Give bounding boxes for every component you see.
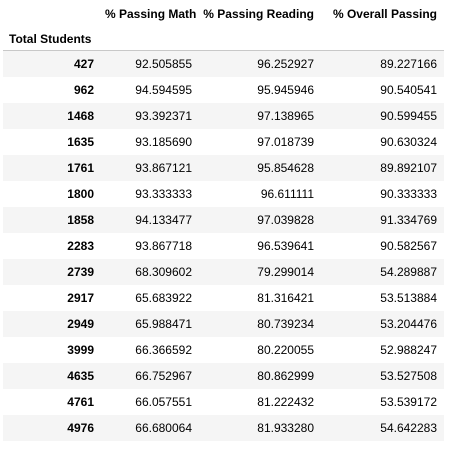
cell-overall-passing: 90.540541	[380, 83, 437, 97]
cell-passing-reading: 95.945946	[257, 83, 314, 97]
cell-passing-reading: 79.299014	[257, 265, 314, 279]
cell-overall-passing: 91.334769	[380, 213, 437, 227]
index-header-blank	[101, 28, 199, 50]
row-index-total-students: 4635	[67, 369, 94, 383]
cell-overall-passing: 53.527508	[380, 369, 437, 383]
index-header-blank	[321, 28, 444, 50]
header-separator-line	[3, 50, 444, 51]
table-header: % Passing Math % Passing Reading % Overa…	[3, 0, 444, 51]
cell-passing-reading: 95.854628	[257, 161, 314, 175]
table-row: 2283 93.867718 96.539641 90.582567	[3, 233, 444, 259]
cell-overall-passing: 90.582567	[380, 239, 437, 253]
cell-passing-reading: 97.138965	[257, 109, 314, 123]
row-index-total-students: 427	[73, 57, 94, 71]
index-header-blank	[199, 28, 321, 50]
cell-passing-reading: 96.252927	[257, 57, 314, 71]
cell-passing-reading: 81.222432	[257, 395, 314, 409]
column-header-reading: % Passing Reading	[203, 7, 314, 21]
cell-overall-passing: 54.642283	[380, 421, 437, 435]
table-row: 427 92.505855 96.252927 89.227166	[3, 50, 444, 77]
cell-passing-math: 66.752967	[135, 369, 192, 383]
cell-overall-passing: 52.988247	[380, 343, 437, 357]
cell-passing-math: 66.680064	[135, 421, 192, 435]
cell-passing-math: 93.333333	[135, 187, 192, 201]
index-header-row: Total Students	[3, 28, 444, 50]
cell-passing-reading: 97.039828	[257, 213, 314, 227]
table-row: 962 94.594595 95.945946 90.540541	[3, 77, 444, 103]
cell-passing-reading: 97.018739	[257, 135, 314, 149]
cell-overall-passing: 53.204476	[380, 317, 437, 331]
table-row: 1635 93.185690 97.018739 90.630324	[3, 129, 444, 155]
table-row: 1761 93.867121 95.854628 89.892107	[3, 155, 444, 181]
row-index-total-students: 962	[73, 83, 94, 97]
table-row: 4635 66.752967 80.862999 53.527508	[3, 363, 444, 389]
cell-passing-reading: 81.316421	[257, 291, 314, 305]
cell-passing-reading: 96.539641	[257, 239, 314, 253]
table-row: 4976 66.680064 81.933280 54.642283	[3, 415, 444, 441]
row-index-total-students: 1800	[67, 187, 94, 201]
row-index-total-students: 2949	[67, 317, 94, 331]
cell-passing-math: 93.867121	[135, 161, 192, 175]
cell-passing-reading: 80.220055	[257, 343, 314, 357]
cell-overall-passing: 54.289887	[380, 265, 437, 279]
column-header-overall: % Overall Passing	[332, 7, 437, 21]
row-index-total-students: 2917	[67, 291, 94, 305]
row-index-total-students: 4761	[67, 395, 94, 409]
row-index-total-students: 1858	[67, 213, 94, 227]
corner-blank-cell	[3, 0, 101, 28]
cell-passing-math: 92.505855	[135, 57, 192, 71]
table-row: 2949 65.988471 80.739234 53.204476	[3, 311, 444, 337]
cell-overall-passing: 53.513884	[380, 291, 437, 305]
table-row: 4761 66.057551 81.222432 53.539172	[3, 389, 444, 415]
cell-passing-math: 93.392371	[135, 109, 192, 123]
table-row: 1858 94.133477 97.039828 91.334769	[3, 207, 444, 233]
row-index-total-students: 4976	[67, 421, 94, 435]
cell-overall-passing: 90.630324	[380, 135, 437, 149]
column-header-row: % Passing Math % Passing Reading % Overa…	[3, 0, 444, 28]
cell-passing-math: 94.594595	[135, 83, 192, 97]
cell-passing-reading: 80.862999	[257, 369, 314, 383]
column-header-math: % Passing Math	[105, 7, 197, 21]
header-separator	[3, 50, 444, 51]
table-row: 1800 93.333333 96.611111 90.333333	[3, 181, 444, 207]
cell-overall-passing: 53.539172	[380, 395, 437, 409]
cell-passing-math: 66.057551	[135, 395, 192, 409]
cell-passing-math: 66.366592	[135, 343, 192, 357]
cell-passing-math: 68.309602	[135, 265, 192, 279]
row-index-total-students: 2739	[67, 265, 94, 279]
table-row: 1468 93.392371 97.138965 90.599455	[3, 103, 444, 129]
cell-overall-passing: 89.892107	[380, 161, 437, 175]
index-name-header: Total Students	[9, 32, 92, 46]
row-index-total-students: 1468	[67, 109, 94, 123]
row-index-total-students: 1635	[67, 135, 94, 149]
results-table: % Passing Math % Passing Reading % Overa…	[3, 0, 444, 441]
row-index-total-students: 3999	[67, 343, 94, 357]
table-body: 427 92.505855 96.252927 89.227166 962 94.5945…	[3, 50, 444, 441]
cell-passing-math: 93.867718	[135, 239, 192, 253]
table-row: 3999 66.366592 80.220055 52.988247	[3, 337, 444, 363]
cell-overall-passing: 90.599455	[380, 109, 437, 123]
table-row: 2739 68.309602 79.299014 54.289887	[3, 259, 444, 285]
cell-passing-math: 65.988471	[135, 317, 192, 331]
cell-passing-reading: 96.611111	[260, 187, 314, 201]
table-row: 2917 65.683922 81.316421 53.513884	[3, 285, 444, 311]
cell-overall-passing: 89.227166	[380, 57, 437, 71]
cell-passing-reading: 80.739234	[257, 317, 314, 331]
cell-passing-math: 94.133477	[135, 213, 192, 227]
row-index-total-students: 1761	[67, 161, 94, 175]
cell-passing-math: 93.185690	[135, 135, 192, 149]
row-index-total-students: 2283	[67, 239, 94, 253]
cell-overall-passing: 90.333333	[380, 187, 437, 201]
cell-passing-reading: 81.933280	[257, 421, 314, 435]
cell-passing-math: 65.683922	[135, 291, 192, 305]
